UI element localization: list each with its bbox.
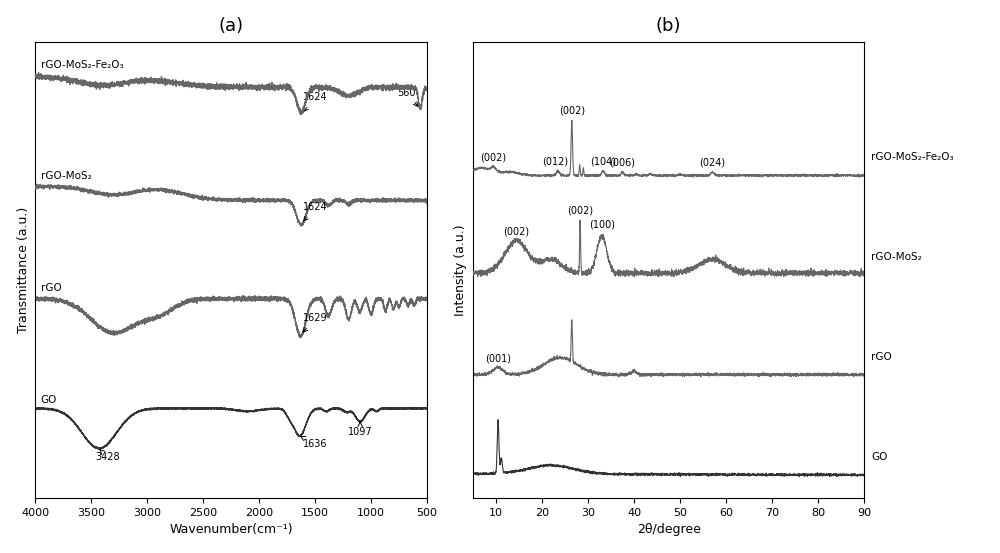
Text: 473: 473: [0, 552, 1, 553]
Text: 1097: 1097: [348, 421, 372, 437]
Text: (006): (006): [610, 157, 636, 167]
Text: GO: GO: [871, 452, 888, 462]
Title: (a): (a): [219, 17, 244, 35]
Text: (002): (002): [567, 206, 593, 216]
Text: 560: 560: [398, 87, 418, 106]
Text: (002): (002): [480, 152, 507, 162]
Title: (b): (b): [656, 17, 681, 35]
Text: (104): (104): [590, 157, 616, 167]
Text: 1624: 1624: [303, 92, 327, 111]
Text: rGO-MoS₂: rGO-MoS₂: [41, 171, 92, 181]
Y-axis label: Transmittance (a.u.): Transmittance (a.u.): [17, 207, 30, 333]
Text: GO: GO: [41, 395, 57, 405]
Text: rGO-MoS₂: rGO-MoS₂: [871, 252, 922, 262]
Text: (001): (001): [485, 353, 511, 363]
Text: 1629: 1629: [303, 313, 327, 332]
Text: rGO: rGO: [871, 352, 892, 362]
Text: rGO-MoS₂-Fe₂O₃: rGO-MoS₂-Fe₂O₃: [871, 152, 954, 162]
X-axis label: Wavenumber(cm⁻¹): Wavenumber(cm⁻¹): [169, 523, 293, 536]
Text: 1636: 1636: [300, 436, 327, 449]
Text: rGO-MoS₂-Fe₂O₃: rGO-MoS₂-Fe₂O₃: [41, 60, 123, 70]
Text: (002): (002): [503, 226, 530, 236]
X-axis label: 2θ/degree: 2θ/degree: [637, 523, 701, 536]
Text: (002): (002): [559, 106, 585, 116]
Text: 469: 469: [0, 552, 1, 553]
Y-axis label: Intensity (a.u.): Intensity (a.u.): [454, 224, 467, 316]
Text: (012): (012): [543, 156, 569, 166]
Text: (100): (100): [589, 219, 615, 229]
Text: (024): (024): [699, 158, 725, 168]
Text: 3428: 3428: [96, 450, 120, 462]
Text: rGO: rGO: [41, 283, 62, 293]
Text: 1624: 1624: [303, 202, 327, 221]
